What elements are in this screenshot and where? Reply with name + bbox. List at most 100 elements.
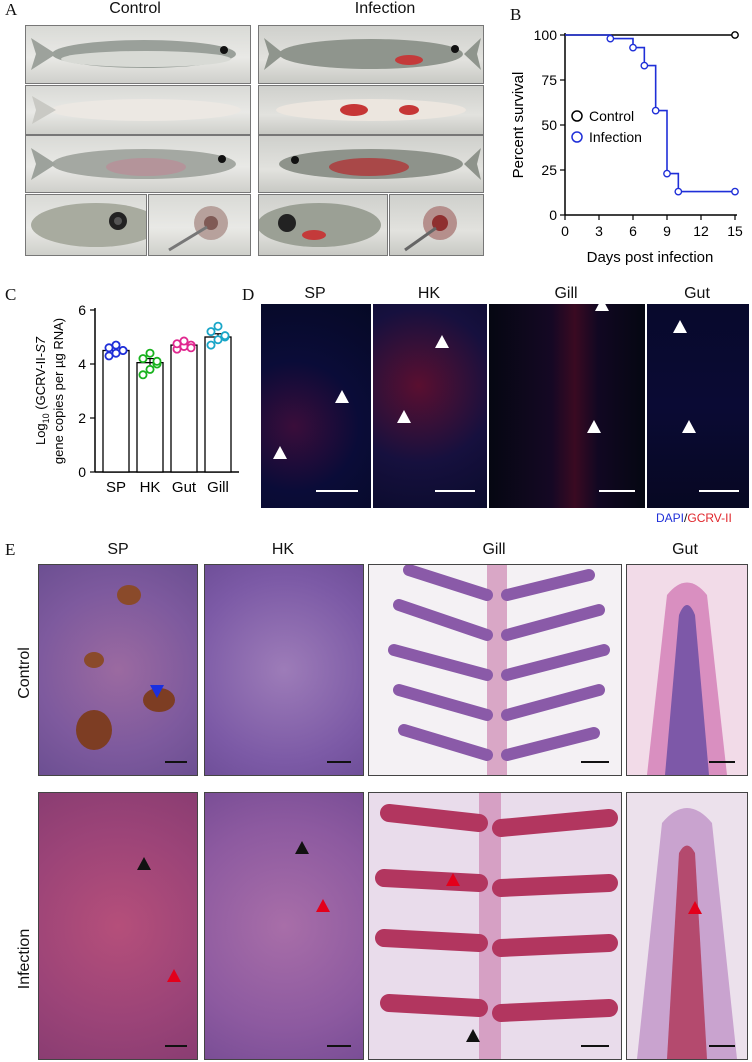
scale-bar: [709, 1045, 735, 1047]
if-image-gut: [646, 304, 749, 508]
if-title-gut: Gut: [684, 285, 710, 302]
scale-bar: [699, 490, 739, 492]
panel-a-letter: A: [5, 0, 18, 19]
if-title-gill: Gill: [554, 285, 578, 302]
panel-a-infection-title: Infection: [354, 0, 416, 17]
x-tick-label: Gill: [207, 479, 229, 496]
bar-hk: [136, 362, 164, 473]
data-point-hk: [152, 356, 162, 366]
x-tick-label: HK: [140, 479, 161, 496]
legend-marker-infection: [571, 131, 583, 143]
series-point-control: [731, 31, 739, 39]
stain-legend: DAPI/GCRV-II: [656, 511, 732, 525]
he-infection-sp: [38, 792, 198, 1060]
arrowhead-icon: [150, 685, 164, 698]
arrowhead-icon: [435, 335, 449, 348]
y-tick-label: 75: [541, 72, 557, 88]
data-point-hk: [145, 364, 155, 374]
infection-fish-head-photo: [258, 194, 388, 256]
if-image-gill: [488, 304, 645, 508]
arrowhead-icon: [397, 410, 411, 423]
scale-bar: [327, 1045, 351, 1047]
y-tick-label: 6: [78, 302, 86, 318]
if-title-hk: HK: [417, 285, 441, 302]
x-tick-label: 9: [663, 223, 671, 239]
he-infection-gill: [368, 792, 622, 1060]
row-label-infection: Infection: [16, 928, 33, 990]
control-fish-dissected-photo: [25, 135, 251, 193]
panel-e-letter: E: [5, 540, 16, 559]
scale-bar: [316, 490, 358, 492]
arrowhead-icon: [316, 899, 330, 912]
arrowhead-icon: [595, 304, 609, 311]
he-control-gut: [626, 564, 748, 776]
arrowhead-icon: [446, 873, 460, 886]
scale-bar: [165, 761, 187, 763]
bar-gill: [204, 336, 232, 473]
data-point-sp: [118, 346, 128, 356]
x-tick-label: SP: [106, 479, 126, 496]
he-control-hk: [204, 564, 364, 776]
data-point-gill: [220, 331, 230, 341]
x-tick-label: 15: [727, 223, 743, 239]
panel-a-control-title: Control: [109, 0, 161, 17]
series-point-infection: [731, 187, 739, 196]
series-point-infection: [663, 169, 671, 178]
infection-fish-ventral-photo: [258, 85, 484, 135]
bar-gut: [170, 344, 198, 473]
infection-fish-gill-photo: [389, 194, 484, 256]
viral-load-bar-chart: 0 2 4 6 Log10 (GCRV-II-S7 gene copies per µg …: [33, 302, 239, 496]
data-point-gut: [186, 343, 196, 353]
panel-d-letter: D: [242, 285, 255, 304]
data-point-gill: [206, 340, 216, 350]
he-control-gill: [368, 564, 622, 776]
y-tick-label: 0: [78, 464, 86, 480]
y-tick-label: 4: [78, 356, 86, 372]
y-tick-label: 100: [534, 27, 558, 43]
scale-bar: [599, 490, 635, 492]
bar-sp: [102, 349, 130, 473]
data-point-gut: [179, 336, 189, 346]
if-image-sp: [260, 304, 371, 508]
y-axis-title-line2: gene copies per µg RNA): [51, 318, 66, 464]
row-label-control: Control: [16, 647, 33, 699]
x-axis-title: Days post infection: [587, 249, 714, 266]
legend-marker-control: [571, 110, 583, 122]
x-tick-label: 6: [629, 223, 637, 239]
control-fish-lateral-photo: [25, 25, 251, 84]
control-fish-gill-photo: [148, 194, 251, 256]
he-title-sp: SP: [107, 541, 129, 558]
y-tick-label: 25: [541, 162, 557, 178]
series-point-infection: [674, 187, 683, 196]
data-point-sp: [111, 340, 121, 350]
control-fish-head-photo: [25, 194, 147, 256]
series-point-infection: [640, 61, 649, 70]
y-tick-label: 2: [78, 410, 86, 426]
series-point-infection: [606, 34, 615, 43]
he-infection-hk: [204, 792, 364, 1060]
infection-fish-dissected-photo: [258, 135, 484, 193]
if-image-hk: [372, 304, 487, 508]
arrowhead-icon: [466, 1029, 480, 1042]
survival-chart: 0 25 50 75 100 0 3 6 9 12 15 Days post infection Per…: [510, 27, 743, 266]
x-tick-label: Gut: [172, 479, 197, 496]
arrowhead-icon: [137, 857, 151, 870]
data-point-hk: [145, 348, 155, 358]
legend-label-control: Control: [589, 108, 634, 124]
gcrv-label: GCRV-II: [687, 511, 732, 525]
y-tick-label: 50: [541, 117, 557, 133]
arrowhead-icon: [335, 390, 349, 403]
if-title-sp: SP: [304, 285, 326, 302]
y-axis-title: Percent survival: [510, 72, 527, 179]
arrowhead-icon: [273, 446, 287, 459]
stain-separator: /: [684, 511, 688, 525]
arrowhead-icon: [673, 320, 687, 333]
arrowhead-icon: [167, 969, 181, 982]
panel-b-letter: B: [510, 5, 522, 24]
series-point-infection: [629, 43, 637, 52]
x-tick-label: 3: [595, 223, 603, 239]
he-control-sp: [38, 564, 198, 776]
data-point-hk: [138, 354, 148, 364]
data-point-gill: [206, 327, 216, 337]
arrowhead-icon: [682, 420, 696, 433]
